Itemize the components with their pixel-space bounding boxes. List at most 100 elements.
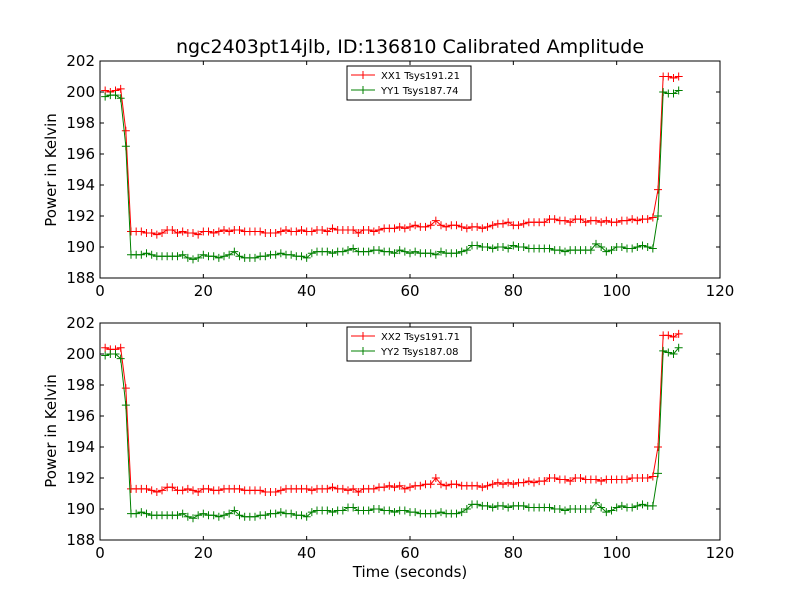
data-point bbox=[674, 329, 683, 338]
data-point bbox=[576, 474, 585, 482]
data-point bbox=[617, 501, 626, 510]
data-point bbox=[199, 509, 208, 518]
data-point bbox=[152, 230, 161, 239]
data-point bbox=[437, 508, 445, 517]
data-point bbox=[628, 215, 637, 224]
data-point bbox=[178, 486, 187, 495]
data-point bbox=[220, 252, 228, 261]
data-point bbox=[519, 501, 528, 510]
data-point bbox=[364, 506, 373, 515]
data-point bbox=[344, 486, 352, 495]
chart-top: ngc2403pt14jlb, ID:136810 Calibrated Amp… bbox=[42, 36, 734, 300]
data-point bbox=[576, 215, 585, 224]
data-point bbox=[328, 249, 337, 258]
x-tick-label: 60 bbox=[400, 544, 419, 562]
data-point bbox=[137, 508, 146, 517]
data-point bbox=[633, 501, 642, 510]
data-point bbox=[669, 89, 678, 98]
data-point bbox=[524, 477, 533, 486]
data-point bbox=[669, 74, 678, 83]
data-point bbox=[282, 225, 290, 234]
data-point bbox=[493, 478, 502, 487]
data-point bbox=[669, 350, 678, 358]
data-point bbox=[116, 343, 125, 352]
data-point bbox=[390, 483, 399, 492]
data-point bbox=[499, 243, 507, 251]
data-point bbox=[406, 483, 414, 492]
data-point bbox=[276, 249, 285, 258]
y-tick-label: 202 bbox=[66, 52, 95, 70]
data-point bbox=[349, 244, 358, 253]
data-point bbox=[509, 241, 518, 250]
data-point bbox=[302, 253, 311, 262]
x-tick-label: 80 bbox=[504, 282, 523, 300]
y-tick-label: 190 bbox=[66, 500, 95, 518]
data-point bbox=[121, 401, 130, 410]
data-point bbox=[654, 185, 662, 194]
data-point bbox=[473, 481, 482, 490]
data-point bbox=[147, 229, 156, 238]
data-point bbox=[654, 443, 662, 451]
data-point bbox=[214, 486, 223, 495]
data-point bbox=[499, 501, 507, 510]
data-point bbox=[462, 505, 471, 513]
data-point bbox=[462, 224, 471, 233]
data-point bbox=[323, 247, 332, 256]
data-point bbox=[235, 252, 244, 261]
data-point bbox=[178, 509, 187, 518]
data-point bbox=[483, 501, 492, 510]
data-point bbox=[592, 216, 600, 225]
data-point bbox=[307, 227, 316, 236]
data-point bbox=[101, 343, 110, 352]
data-point bbox=[116, 94, 125, 103]
data-point bbox=[395, 222, 404, 231]
data-point bbox=[530, 478, 538, 487]
data-point bbox=[612, 503, 621, 512]
y-tick-label: 192 bbox=[66, 469, 95, 487]
data-point bbox=[504, 478, 513, 487]
data-point bbox=[483, 222, 492, 231]
y-tick-label: 200 bbox=[66, 345, 95, 363]
y-tick-label: 188 bbox=[66, 531, 95, 549]
data-point bbox=[230, 247, 239, 256]
data-point bbox=[235, 225, 244, 234]
legend-item: YY2 Tsys187.08 bbox=[351, 347, 459, 358]
data-point bbox=[648, 501, 657, 510]
data-point bbox=[194, 230, 203, 239]
data-point bbox=[375, 505, 383, 513]
data-point bbox=[566, 477, 575, 486]
data-point bbox=[287, 250, 296, 259]
data-point bbox=[183, 484, 192, 493]
data-point bbox=[643, 215, 652, 224]
series-2 bbox=[101, 343, 683, 523]
x-tick-label: 0 bbox=[95, 282, 105, 300]
data-point bbox=[488, 503, 497, 512]
data-point bbox=[225, 250, 234, 259]
data-point bbox=[220, 511, 228, 520]
data-point bbox=[307, 249, 316, 258]
data-point bbox=[519, 243, 528, 251]
data-point bbox=[323, 506, 332, 515]
data-point bbox=[183, 512, 192, 521]
data-point bbox=[297, 511, 306, 520]
data-point bbox=[499, 219, 507, 228]
data-point bbox=[261, 511, 270, 520]
data-point bbox=[586, 246, 595, 255]
ylabel-bottom-wrap: Power in Kelvin bbox=[42, 374, 60, 488]
legend-marker bbox=[359, 332, 367, 340]
data-point bbox=[592, 498, 600, 507]
data-point bbox=[323, 227, 332, 236]
y-tick-label: 194 bbox=[66, 176, 95, 194]
x-tick-label: 120 bbox=[706, 282, 735, 300]
data-point bbox=[375, 225, 383, 234]
x-tick-label: 40 bbox=[297, 544, 316, 562]
legend-label: XX2 Tsys191.71 bbox=[381, 332, 460, 343]
data-point bbox=[183, 253, 192, 262]
data-point bbox=[235, 484, 244, 493]
data-point bbox=[416, 481, 425, 490]
data-point bbox=[194, 511, 203, 520]
data-point bbox=[431, 250, 440, 259]
data-point bbox=[287, 509, 296, 518]
data-point bbox=[142, 249, 151, 258]
data-point bbox=[437, 247, 445, 256]
